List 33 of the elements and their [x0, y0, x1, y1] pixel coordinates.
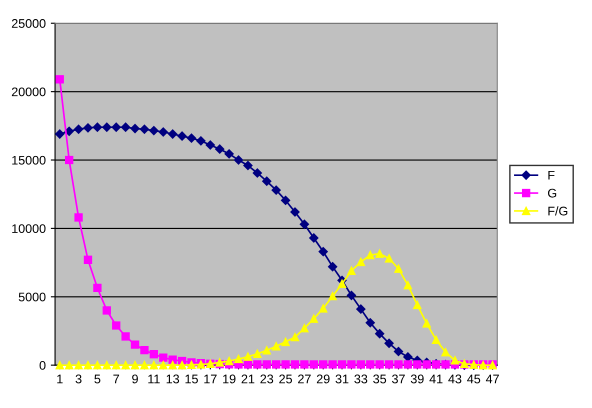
x-tick-label: 45 [467, 374, 480, 384]
x-tick-label: 41 [429, 374, 442, 384]
x-tick-label: 3 [76, 374, 82, 384]
x-tick-label: 15 [185, 374, 198, 384]
y-tick-label: 5000 [18, 292, 46, 302]
y-tick-label: 25000 [12, 19, 46, 28]
x-tick-label: 19 [223, 374, 236, 384]
x-tick-label: 39 [410, 374, 424, 384]
x-tick-label: 25 [279, 374, 292, 384]
x-tick-label: 29 [316, 374, 330, 384]
x-tick-label: 33 [354, 374, 368, 384]
x-tick-label: 5 [94, 374, 100, 384]
x-tick-label: 17 [204, 374, 217, 384]
legend-label: G [548, 188, 556, 198]
legend-label: F [548, 170, 555, 180]
x-tick-label: 43 [448, 374, 462, 384]
x-tick-label: 13 [166, 374, 180, 384]
x-tick-label: 11 [148, 374, 160, 384]
legend-label: F/G [548, 206, 568, 216]
x-tick-label: 35 [373, 374, 386, 384]
x-tick-label: 9 [132, 374, 138, 384]
x-tick-label: 27 [298, 374, 311, 384]
x-tick-label: 21 [242, 374, 254, 384]
x-tick-label: 37 [392, 374, 405, 384]
y-tick-label: 10000 [12, 224, 46, 234]
x-tick-label: 1 [57, 374, 63, 384]
y-tick-label: 15000 [12, 156, 46, 165]
x-tick-label: 47 [486, 374, 499, 384]
x-tick-label: 31 [336, 374, 348, 384]
y-tick-label: 20000 [12, 87, 46, 96]
y-tick-label: 0 [40, 360, 46, 370]
x-tick-label: 23 [260, 374, 274, 384]
x-tick-label: 7 [113, 374, 120, 384]
